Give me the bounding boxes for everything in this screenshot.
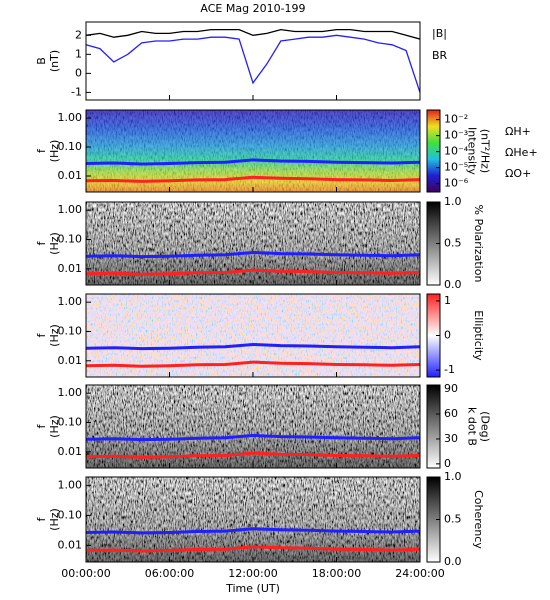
y-tick-label: 1.00 xyxy=(58,111,83,124)
y-tick-label: -1 xyxy=(71,85,82,98)
color-bar-label: Ellipticity xyxy=(472,310,485,361)
color-bar-tick-label: 60 xyxy=(444,407,458,420)
y-axis-label: f xyxy=(35,240,48,245)
y-axis-label: f xyxy=(35,423,48,428)
color-bar-tick-label: 0.0 xyxy=(444,555,462,568)
panel: 1.00 0.10 0.01 f (Hz) 1 0 -1 Ellipticity xyxy=(35,293,485,378)
x-tick-label: 12:00:00 xyxy=(228,567,277,580)
series-line xyxy=(86,34,420,93)
y-axis-label: (Hz) xyxy=(48,508,61,531)
y-tick-label: 0.01 xyxy=(58,538,83,551)
series-line xyxy=(86,527,420,535)
x-tick-label: 24:00:00 xyxy=(395,567,444,580)
color-bar-tick-label: 1 xyxy=(444,294,451,307)
x-tick-label: 06:00:00 xyxy=(145,567,194,580)
y-axis-label: (nT) xyxy=(48,50,61,72)
color-bar-tick-label: 0 xyxy=(444,329,451,342)
y-tick-label: 0.10 xyxy=(58,324,83,337)
series-line xyxy=(86,158,420,166)
y-tick-label: 1.00 xyxy=(58,478,83,491)
y-tick-label: 0.01 xyxy=(58,169,83,182)
y-tick-label: 0.01 xyxy=(58,445,83,458)
y-tick-label: 1.00 xyxy=(58,386,83,399)
y-tick-label: 0 xyxy=(75,66,82,79)
chart-title: ACE Mag 2010-199 xyxy=(200,2,305,15)
color-bar-label: Intensity xyxy=(466,127,479,175)
panel: 1.00 0.10 0.01 f (Hz) 0.0 0.5 1.0 % Polarization xyxy=(35,195,485,291)
y-tick-label: 0.10 xyxy=(58,232,83,245)
color-bar-tick-label: 0.0 xyxy=(444,278,462,291)
series-line xyxy=(86,451,420,459)
color-bar-tick-label: 10⁻² xyxy=(444,113,468,126)
series-line xyxy=(86,433,420,442)
color-bar-tick-label: 1.0 xyxy=(444,470,462,483)
series-line xyxy=(86,250,420,259)
y-tick-label: 1.00 xyxy=(58,295,83,308)
y-tick-label: 0.10 xyxy=(58,508,83,521)
y-axis-label: (Hz) xyxy=(48,232,61,255)
color-bar-tick-label: 10⁻³ xyxy=(444,129,468,142)
x-tick-label: 18:00:00 xyxy=(312,567,361,580)
series-line xyxy=(86,545,420,553)
color-bar-tick-label: 90 xyxy=(444,382,458,395)
panel: 1.00 0.10 0.01 f (Hz) 0 30 60 90 k dot B (Deg) xyxy=(35,382,492,470)
color-bar-tick-label: 0.5 xyxy=(444,237,462,250)
color-bar-tick-label: 10⁻⁶ xyxy=(444,177,469,190)
y-axis-label: f xyxy=(35,516,48,521)
color-bar xyxy=(426,384,441,469)
color-bar xyxy=(426,109,441,193)
panel: 1.00 0.10 0.01 f (Hz) 10⁻² 10⁻³ 10⁻⁴ 10⁻⁵ 10⁻⁶ Int… xyxy=(35,109,538,193)
color-bar-tick-label: 1.0 xyxy=(444,195,462,208)
y-axis-label: f xyxy=(35,148,48,153)
x-tick-label: 00:00:00 xyxy=(61,567,110,580)
panel: 1.00 0.10 0.01 f (Hz) 00:00:00 06:00:00 12:00:0… xyxy=(35,470,485,595)
y-tick-label: 2 xyxy=(75,28,82,41)
color-bar-label: Coherency xyxy=(472,490,485,549)
y-tick-label: 0.01 xyxy=(58,262,83,275)
y-tick-label: 1 xyxy=(75,47,82,60)
series-line xyxy=(86,28,420,40)
y-axis-label: (Hz) xyxy=(48,324,61,347)
series-line xyxy=(86,342,420,351)
ion-label: ΩHe+ xyxy=(505,146,538,159)
color-bar-label: (nT²/Hz) xyxy=(479,129,492,173)
y-tick-label: 0.01 xyxy=(58,354,83,367)
y-axis-label: (Hz) xyxy=(48,140,61,163)
series-line xyxy=(86,360,420,368)
y-axis-label: B xyxy=(35,57,48,65)
color-bar-tick-label: 10⁻⁴ xyxy=(444,145,469,158)
y-axis-label: (Hz) xyxy=(48,415,61,438)
color-bar-label: k dot B xyxy=(466,407,479,446)
y-tick-label: 0.10 xyxy=(58,415,83,428)
color-bar-tick-label: 10⁻⁵ xyxy=(444,161,468,174)
panel: -1 0 1 2 B (nT) ACE Mag 2010-199 |B| BR xyxy=(35,2,448,101)
y-tick-label: 0.10 xyxy=(58,140,83,153)
color-bar-label: % Polarization xyxy=(472,205,485,283)
ion-label: ΩO+ xyxy=(505,167,531,180)
color-bar-tick-label: 0.5 xyxy=(444,513,462,526)
legend-label: BR xyxy=(432,49,448,62)
color-bar-tick-label: 30 xyxy=(444,432,458,445)
x-axis-label: Time (UT) xyxy=(225,582,280,595)
color-bar-tick-label: -1 xyxy=(444,363,455,376)
color-bar-tick-label: 0 xyxy=(444,457,451,470)
series-line xyxy=(86,175,420,183)
ion-label: ΩH+ xyxy=(505,125,531,138)
color-bar-label: (Deg) xyxy=(479,411,492,442)
series-line xyxy=(86,268,420,276)
y-tick-label: 1.00 xyxy=(58,203,83,216)
y-axis-label: f xyxy=(35,332,48,337)
legend-label: |B| xyxy=(432,27,447,40)
